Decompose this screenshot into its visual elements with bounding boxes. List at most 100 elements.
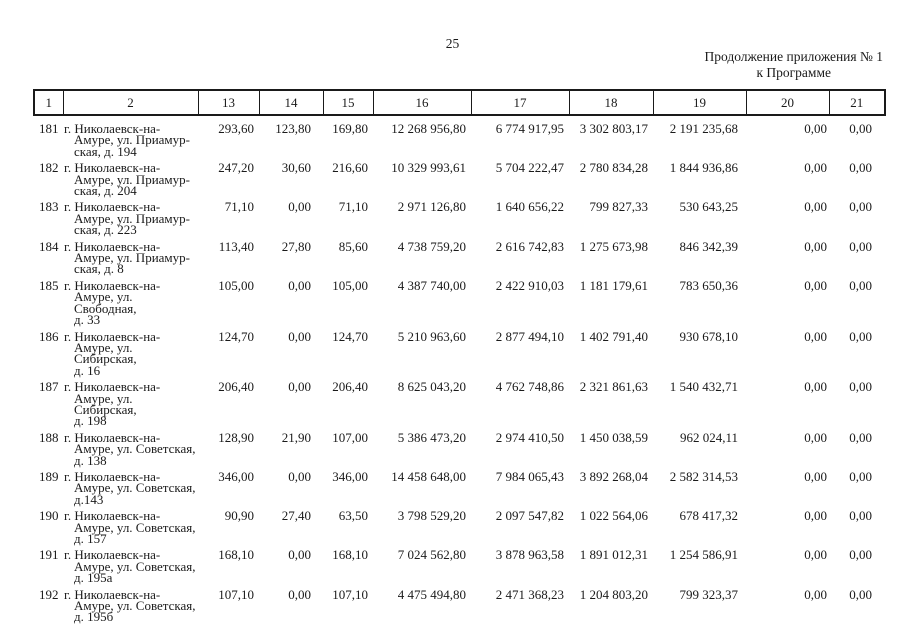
address-cell: г. Николаевск-на- Амуре, ул. Советская, … — [64, 547, 196, 586]
column-header: 14 — [258, 89, 324, 116]
value-cell-c15: 346,00 — [332, 468, 368, 484]
row-number-cell: 181 — [39, 121, 59, 136]
value-cell-c18: 1 275 673,98 — [579, 238, 648, 254]
value-cell-c21: 0,00 — [849, 277, 872, 293]
value-cell-c18: 1 450 038,59 — [579, 429, 648, 445]
value-cell-c16: 12 268 956,80 — [391, 121, 466, 136]
value-cell-c20: 0,00 — [804, 277, 827, 293]
value-cell-c19: 1 254 586,91 — [669, 547, 738, 563]
column-header: 1 — [33, 89, 64, 116]
value-cell-c16: 7 024 562,80 — [397, 547, 466, 563]
value-cell-c17: 2 097 547,82 — [495, 508, 564, 524]
value-cell-c19: 530 643,25 — [679, 199, 739, 215]
address-cell: г. Николаевск-на- Амуре, ул. Советская, … — [64, 468, 196, 507]
address-cell: г. Николаевск-на- Амуре, ул. Свободная, … — [64, 277, 161, 328]
value-cell-c15: 216,60 — [332, 160, 368, 176]
value-cell-c21: 0,00 — [849, 160, 872, 176]
value-cell-c18: 1 022 564,06 — [579, 508, 648, 524]
value-cell-c20: 0,00 — [804, 160, 827, 176]
column-header: 13 — [197, 89, 260, 116]
row-number-cell: 189 — [39, 468, 59, 484]
value-cell-c13: 124,70 — [218, 328, 254, 344]
value-cell-c17: 2 471 368,23 — [495, 586, 564, 602]
value-cell-c13: 346,00 — [218, 468, 254, 484]
column-header: 19 — [652, 89, 747, 116]
value-cell-c15: 169,80 — [332, 121, 368, 136]
appendix-continuation-note: Продолжение приложения № 1 к Программе — [704, 49, 883, 80]
table-row: 181 г. Николаевск-на- Амуре, ул. Приамур-… — [34, 115, 885, 158]
value-cell-c17: 2 877 494,10 — [495, 328, 564, 344]
value-cell-c17: 2 422 910,03 — [495, 277, 564, 293]
column-header: 15 — [322, 89, 374, 116]
value-cell-c13: 71,10 — [224, 199, 254, 215]
value-cell-c15: 206,40 — [332, 379, 368, 395]
value-cell-c17: 6 774 917,95 — [495, 121, 564, 136]
table-header-row: 1 2 13 14 15 16 17 18 19 20 21 — [33, 89, 886, 116]
value-cell-c13: 247,20 — [218, 160, 254, 176]
value-cell-c16: 2 971 126,80 — [397, 199, 466, 215]
value-cell-c17: 3 878 963,58 — [495, 547, 564, 563]
value-cell-c16: 4 475 494,80 — [397, 586, 466, 602]
value-cell-c16: 14 458 648,00 — [391, 468, 466, 484]
value-cell-c13: 113,40 — [218, 238, 254, 254]
address-cell: г. Николаевск-на- Амуре, ул. Советская, … — [64, 508, 196, 546]
value-cell-c18: 1 891 012,31 — [579, 547, 648, 563]
row-number-cell: 187 — [39, 379, 59, 395]
table-row: 186 г. Николаевск-на- Амуре, ул. Сибирска… — [34, 327, 885, 378]
value-cell-c13: 293,60 — [218, 121, 254, 136]
value-cell-c16: 8 625 043,20 — [397, 379, 466, 395]
value-cell-c21: 0,00 — [849, 379, 872, 395]
value-cell-c17: 2 974 410,50 — [495, 429, 564, 445]
value-cell-c21: 0,00 — [849, 508, 872, 524]
value-cell-c14: 0,00 — [288, 468, 311, 484]
value-cell-c14: 27,40 — [281, 508, 311, 524]
table-row: 183 г. Николаевск-на- Амуре, ул. Приамур-… — [34, 197, 885, 236]
value-cell-c21: 0,00 — [849, 468, 872, 484]
continuation-line-2: к Программе — [756, 64, 831, 80]
value-cell-c19: 783 650,36 — [679, 277, 739, 293]
value-cell-c19: 799 323,37 — [679, 586, 739, 602]
value-cell-c18: 3 302 803,17 — [579, 121, 648, 136]
row-number-cell: 185 — [39, 277, 59, 293]
value-cell-c21: 0,00 — [849, 429, 872, 445]
value-cell-c19: 2 191 235,68 — [669, 121, 738, 136]
address-cell: г. Николаевск-на- Амуре, ул. Сибирская, … — [64, 328, 161, 378]
value-cell-c19: 2 582 314,53 — [669, 468, 738, 484]
value-cell-c17: 4 762 748,86 — [495, 379, 564, 395]
page-number: 25 — [445, 36, 460, 51]
table-row: 182 г. Николаевск-на- Амуре, ул. Приамур-… — [34, 158, 885, 197]
value-cell-c16: 4 738 759,20 — [397, 238, 466, 254]
value-cell-c14: 27,80 — [281, 238, 311, 254]
row-number-cell: 190 — [39, 508, 59, 524]
column-header: 17 — [470, 89, 570, 116]
value-cell-c20: 0,00 — [804, 468, 827, 484]
value-cell-c18: 1 181 179,61 — [579, 277, 648, 293]
value-cell-c13: 105,00 — [218, 277, 254, 293]
value-cell-c13: 128,90 — [218, 429, 254, 445]
value-cell-c13: 168,10 — [218, 547, 254, 563]
row-number-cell: 192 — [39, 586, 59, 602]
value-cell-c21: 0,00 — [849, 121, 872, 136]
value-cell-c21: 0,00 — [849, 547, 872, 563]
value-cell-c15: 107,00 — [332, 429, 368, 445]
table-row: 188 г. Николаевск-на- Амуре, ул. Советска… — [34, 428, 885, 467]
column-header: 20 — [745, 89, 830, 116]
value-cell-c19: 1 844 936,86 — [669, 160, 738, 176]
table-row: 192 г. Николаевск-на- Амуре, ул. Советска… — [34, 585, 885, 624]
row-number-cell: 182 — [39, 160, 59, 176]
value-cell-c21: 0,00 — [849, 586, 872, 602]
value-cell-c14: 0,00 — [288, 199, 311, 215]
value-cell-c21: 0,00 — [849, 199, 872, 215]
column-header: 2 — [62, 89, 199, 116]
row-number-cell: 186 — [39, 328, 59, 344]
value-cell-c14: 0,00 — [288, 277, 311, 293]
value-cell-c19: 1 540 432,71 — [669, 379, 738, 395]
value-cell-c20: 0,00 — [804, 508, 827, 524]
value-cell-c19: 930 678,10 — [679, 328, 739, 344]
table-row: 184 г. Николаевск-на- Амуре, ул. Приамур-… — [34, 237, 885, 276]
address-cell: г. Николаевск-на- Амуре, ул. Советская, … — [64, 429, 196, 468]
value-cell-c13: 90,90 — [224, 508, 254, 524]
value-cell-c15: 63,50 — [338, 508, 368, 524]
value-cell-c15: 168,10 — [332, 547, 368, 563]
